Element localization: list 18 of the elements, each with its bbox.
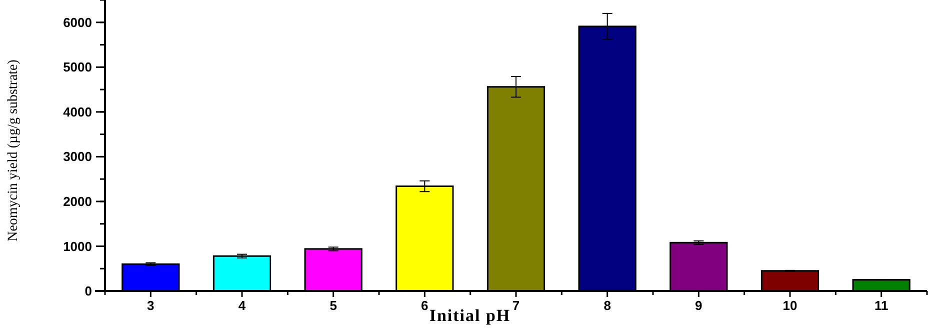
x-tick-label: 3 [147, 298, 154, 313]
y-tick-label: 5000 [63, 60, 92, 75]
y-tick-label: 4000 [63, 104, 92, 120]
x-tick-label: 10 [782, 298, 798, 313]
x-axis-title: Initial pH [429, 306, 511, 325]
y-axis-title: Neomycin yield (µg/g substrate) [6, 59, 21, 242]
y-tick-label: 1000 [63, 238, 92, 254]
y-tick-label: 6000 [63, 14, 92, 30]
x-tick-label: 6 [421, 298, 428, 313]
x-tick-label: 9 [695, 298, 702, 313]
y-tick-label: 3000 [63, 149, 92, 164]
y-tick-label: 2000 [63, 194, 92, 210]
x-tick-label: 8 [604, 298, 611, 313]
x-tick-label: 11 [874, 298, 888, 313]
x-tick-label: 5 [330, 298, 337, 313]
y-tick-label: 0 [84, 284, 92, 299]
x-tick-label: 4 [238, 298, 246, 313]
x-tick-label: 7 [512, 298, 520, 313]
